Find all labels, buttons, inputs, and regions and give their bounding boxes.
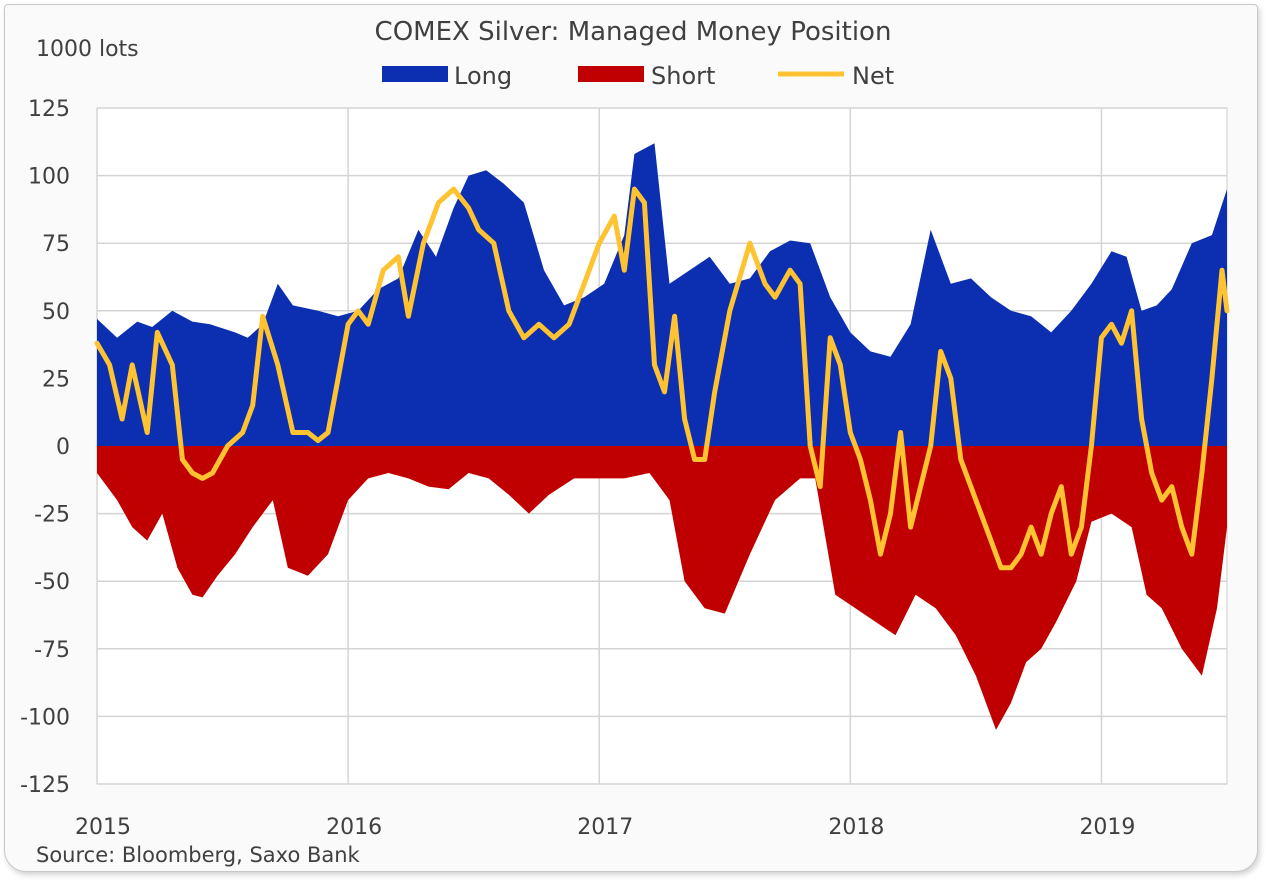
y-tick-label: 0	[56, 435, 70, 460]
y-tick-label: 100	[28, 165, 70, 190]
x-tick-label: 2017	[577, 815, 633, 840]
long-area	[97, 143, 1227, 446]
y-tick-label: 25	[42, 367, 70, 392]
legend-long-swatch	[382, 66, 448, 82]
x-tick-label: 2016	[326, 815, 382, 840]
chart-title: COMEX Silver: Managed Money Position	[375, 17, 892, 47]
source-note: Source: Bloomberg, Saxo Bank	[36, 843, 361, 867]
data-lines	[94, 186, 1230, 571]
y-tick-label: -100	[20, 705, 70, 730]
net-line	[94, 186, 1230, 571]
y-axis-ticks: 125 100 75 50 25 0 -25 -50 -75 -100 -125	[20, 97, 70, 798]
legend-short-label: Short	[651, 62, 715, 90]
short-area	[97, 446, 1227, 730]
x-tick-label: 2018	[828, 815, 884, 840]
y-tick-label: -125	[20, 773, 70, 798]
x-tick-label: 2019	[1079, 815, 1135, 840]
x-tick-label: 2015	[75, 815, 131, 840]
y-tick-label: -50	[34, 570, 70, 595]
y-tick-label: 50	[42, 300, 70, 325]
y-tick-label: -25	[34, 503, 70, 528]
legend-net-label: Net	[852, 62, 894, 90]
y-tick-label: 125	[28, 97, 70, 122]
data-areas	[97, 143, 1227, 730]
x-axis-ticks: 2015 2016 2017 2018 2019	[75, 815, 1135, 840]
legend-long-label: Long	[454, 62, 512, 90]
y-axis-unit-label: 1000 lots	[36, 37, 139, 62]
legend-short-swatch	[578, 66, 644, 82]
y-tick-label: 75	[42, 232, 70, 257]
y-tick-label: -75	[34, 638, 70, 663]
chart-legend: Long Short Net	[382, 62, 894, 90]
